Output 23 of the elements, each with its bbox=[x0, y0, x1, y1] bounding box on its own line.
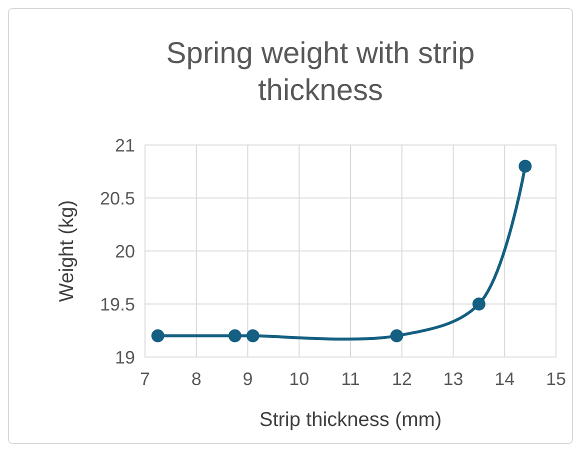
y-tick-label: 19 bbox=[114, 347, 135, 368]
x-tick-label: 12 bbox=[392, 369, 412, 389]
y-tick-label: 19.5 bbox=[100, 294, 135, 314]
y-tick-label: 21 bbox=[114, 135, 135, 156]
x-tick-label: 10 bbox=[289, 369, 310, 389]
chart-title: Spring weight with strip thickness bbox=[166, 37, 475, 107]
y-tick-label: 20.5 bbox=[100, 188, 135, 208]
x-tick-label: 8 bbox=[191, 369, 202, 389]
point bbox=[390, 329, 404, 342]
point bbox=[246, 329, 260, 342]
point bbox=[151, 329, 164, 342]
point bbox=[518, 160, 532, 173]
x-axis-title: Strip thickness (mm) bbox=[259, 409, 442, 431]
x-tick-label: 15 bbox=[546, 369, 566, 389]
point bbox=[472, 298, 486, 310]
y-tick-label: 20 bbox=[114, 241, 135, 262]
x-tick-label: 14 bbox=[494, 369, 515, 389]
x-tick-label: 13 bbox=[443, 369, 464, 389]
x-tick-label: 9 bbox=[242, 369, 253, 389]
x-tick-label: 11 bbox=[341, 369, 360, 389]
point bbox=[228, 329, 242, 342]
x-tick-label: 7 bbox=[140, 369, 150, 389]
y-axis-title: Weight (kg) bbox=[56, 200, 78, 302]
